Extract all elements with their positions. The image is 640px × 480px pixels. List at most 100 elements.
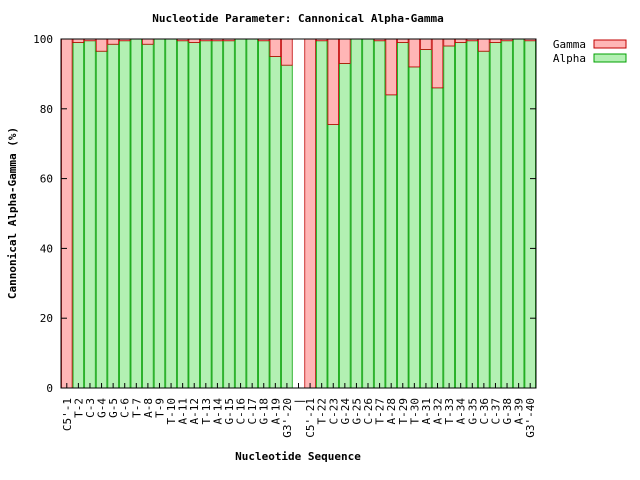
x-tick-label: C-23 [327,398,340,425]
x-tick-label: A-31 [420,398,433,425]
plot-frame [60,38,537,389]
bar-gamma-30 [408,38,421,68]
bar-alpha-35 [466,40,479,389]
bar-alpha-14 [223,40,235,389]
x-tick-label: T-29 [397,398,410,425]
x-tick-label: G3'-20 [281,398,294,438]
bar-alpha-10 [176,40,189,389]
x-tick-label: C5'-1 [61,398,74,431]
bar-alpha-1 [72,42,85,389]
bar-alpha-26 [362,38,374,389]
bar-gamma-34 [454,38,467,43]
x-tick-label: A-19 [269,398,282,425]
bar-alpha-36 [478,50,490,389]
x-tick-label: T-22 [316,398,329,425]
x-tick-label: G-38 [501,398,514,425]
bar-alpha-4 [107,43,119,389]
x-tick-label: C-16 [235,398,248,425]
x-tick-label: C-6 [119,398,132,418]
bar-alpha-2 [84,40,96,389]
bar-alpha-23 [327,124,339,389]
bar-alpha-11 [188,42,200,389]
x-axis-label: Nucleotide Sequence [235,450,361,463]
bar-gamma-19 [281,38,293,66]
x-tick-label: G-4 [96,398,109,418]
x-tick-label: G-35 [466,398,479,425]
bar-gamma-23 [327,38,339,125]
bar-alpha-28 [385,94,397,389]
bar-alpha-40 [524,40,536,389]
x-tick-label: A-39 [513,398,526,425]
bar-gamma-29 [397,38,409,43]
bar-gamma-4 [107,38,119,45]
bar-alpha-7 [142,43,154,389]
bar-gamma-31 [420,38,432,50]
x-tick-label: T-30 [408,398,421,425]
x-tick-label: C5'-21 [304,398,317,438]
bar-alpha-8 [153,38,166,389]
x-tick-label: C-3 [84,398,97,418]
x-tick-label: G-24 [339,398,352,425]
x-tick-label: G-18 [258,398,271,425]
bar-alpha-31 [420,49,432,389]
bar-gamma-33 [443,38,455,47]
x-tick-label: A-32 [432,398,445,425]
bar-gamma-3 [95,38,108,52]
x-tick-label: C-26 [362,398,375,425]
bar-alpha-18 [269,56,282,389]
legend-swatch-alpha [593,53,627,63]
y-tick-label: 40 [40,242,53,255]
bar-alpha-17 [258,40,270,389]
x-axis-ticks: C5'-1T-2C-3G-4G-5C-6T-7A-8T-9T-10A-11A-1… [61,383,537,438]
x-tick-label: C-17 [246,398,259,425]
bar-gamma-21 [304,38,316,389]
x-tick-label: A-34 [455,398,468,425]
bar-gamma-24 [339,38,351,64]
bar-alpha-39 [512,38,525,389]
bar-alpha-6 [130,38,143,389]
x-tick-label: G-15 [223,398,236,425]
bar-alpha-30 [408,66,421,389]
bar-alpha-34 [454,42,467,389]
x-tick-label: T-33 [443,398,456,425]
x-tick-label: A-8 [142,398,155,418]
legend-swatch-gamma [593,39,627,49]
bar-alpha-32 [431,87,444,389]
bar-gamma-32 [431,38,444,89]
x-tick-label: G-25 [350,398,363,425]
bar-alpha-19 [281,64,293,389]
bar-alpha-12 [200,40,212,389]
bar-alpha-37 [489,42,502,389]
bar-alpha-13 [211,40,224,389]
y-tick-label: 100 [33,33,53,46]
bar-alpha-29 [397,42,409,389]
x-tick-label: T-13 [200,398,213,425]
x-tick-label: A-11 [177,398,190,425]
y-axis-label: Cannonical Alpha-Gamma (%) [6,127,19,299]
bar-gamma-36 [478,38,490,52]
x-tick-label: T-7 [130,398,143,418]
bar-gamma-7 [142,38,154,45]
bar-alpha-25 [350,38,363,389]
bar-gamma-18 [269,38,282,57]
chart-title: Nucleotide Parameter: Cannonical Alpha-G… [152,12,443,25]
x-tick-label: | [293,398,306,405]
bar-alpha-5 [118,40,131,389]
bar-alpha-33 [443,45,455,389]
y-tick-label: 20 [40,312,53,325]
bar-gamma-11 [188,38,200,43]
x-tick-label: A-14 [211,398,224,425]
y-tick-label: 60 [40,173,53,186]
x-tick-label: T-2 [72,398,85,418]
bar-gamma-37 [489,38,502,43]
x-tick-label: T-27 [374,398,387,425]
bar-gamma-0 [61,38,73,389]
x-tick-label: C-36 [478,398,491,425]
x-tick-label: C-37 [489,398,502,425]
bar-alpha-22 [315,40,328,389]
bar-alpha-24 [339,63,351,389]
bar-alpha-3 [95,50,108,389]
x-tick-label: T-9 [153,398,166,418]
